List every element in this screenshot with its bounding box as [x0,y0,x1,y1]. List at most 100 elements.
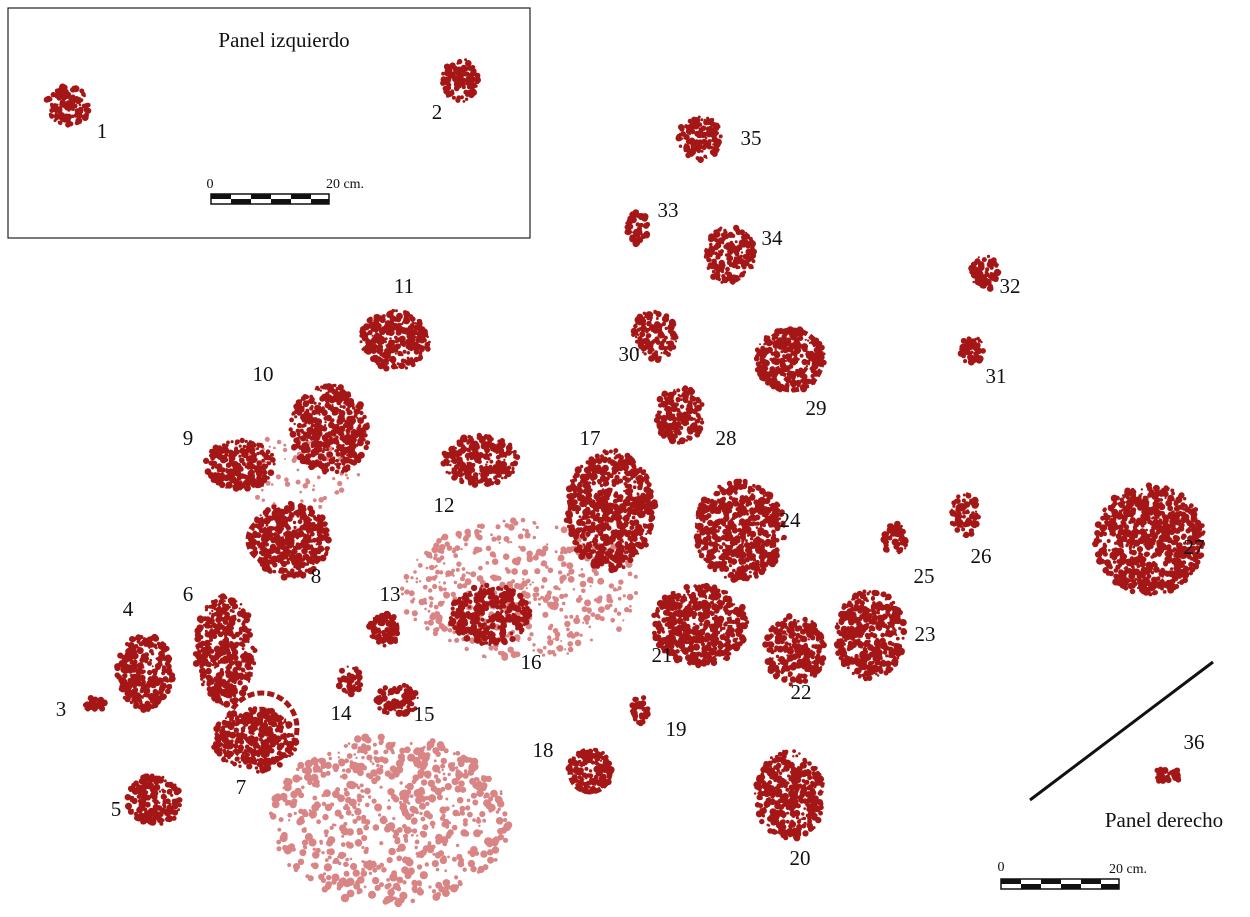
pigment-speck [444,869,447,872]
pigment-speck [309,509,315,515]
pigment-speck [303,809,307,813]
pigment-speck [388,346,390,348]
pigment-speck [496,524,501,529]
pigment-speck [340,483,342,485]
pigment-speck [374,804,382,812]
pigment-speck [420,871,428,879]
pigment-speck [361,835,367,841]
pigment-speck [473,551,477,555]
pigment-speck [288,819,290,821]
pigment-speck [491,838,499,846]
pigment-speck [452,575,454,577]
pigment-speck [210,655,215,660]
pigment-speck [313,515,317,519]
pigment-speck [406,790,411,795]
pigment-speck [330,826,334,830]
pigment-speck [232,655,235,658]
pigment-speck [566,652,569,655]
pigment-speck [448,471,451,474]
pigment-speck [441,758,447,764]
pigment-speck [456,95,461,100]
pigment-speck [234,675,240,681]
pigment-speck [500,790,503,793]
pigment-speck [391,751,395,755]
pigment-speck [227,484,232,489]
pigment-speck [367,347,371,351]
pigment-speck [472,800,478,806]
pigment-speck [163,805,167,809]
pigment-speck [300,514,306,520]
pigment-speck [279,817,284,822]
pigment-speck [507,448,511,452]
pigment-speck [280,716,284,720]
pigment-speck [398,337,403,342]
pigment-speck [290,752,294,756]
pigment-speck [170,794,173,797]
pigment-speck [477,575,484,582]
pigment-speck [450,460,452,462]
pigment-speck [291,802,294,805]
pigment-speck [329,757,332,760]
pigment-speck [215,476,222,483]
pigment-speck [244,657,250,663]
pigment-speck [232,762,237,767]
pigment-speck [347,842,354,849]
pigment-speck [283,779,289,785]
pigment-speck [172,799,176,803]
pigment-speck [498,468,504,474]
pigment-speck [250,725,257,732]
pigment-speck [299,491,302,494]
pigment-speck [219,726,221,728]
pigment-speck [455,786,459,790]
pigment-speck [117,667,120,670]
pigment-speck [519,598,525,604]
pigment-speck [418,751,426,759]
pigment-speck [332,790,340,798]
pigment-speck [144,660,148,664]
pigment-speck [372,335,374,337]
pigment-speck [546,543,548,545]
pigment-speck [357,797,362,802]
pigment-speck [542,545,548,551]
pigment-speck [239,690,245,696]
pigment-speck [261,751,268,758]
pigment-speck [399,892,407,900]
pigment-speck [324,863,332,871]
pigment-speck [205,468,212,475]
pigment-speck [424,601,428,605]
pigment-speck [445,594,448,597]
pigment-speck [415,846,418,849]
pigment-speck [522,528,525,531]
pigment-speck [60,102,65,107]
pigment-speck [402,810,409,817]
pigment-speck [222,651,226,655]
pigment-speck [399,748,405,754]
pigment-speck [493,639,500,646]
pigment-speck [216,750,222,756]
pigment-speck [357,408,361,412]
pigment-speck [153,668,158,673]
pigment-speck [582,622,584,624]
pigment-speck [443,879,450,886]
pigment-speck [489,616,496,623]
pigment-speck [325,881,332,888]
pigment-speck [417,697,419,699]
pigment-speck [222,749,226,753]
pigment-speck [149,685,152,688]
pigment-speck [351,814,354,817]
pigment-speck [304,458,311,465]
pigment-speck [475,85,478,88]
pigment-speck [435,788,443,796]
pigment-speck [284,477,289,482]
pigment-speck [339,487,344,492]
pigment-speck [422,824,428,830]
pigment-speck [489,645,494,650]
pigment-speck [177,798,182,803]
pigment-speck [196,629,199,632]
pigment-speck [253,748,257,752]
pigment-speck [523,623,526,626]
pigment-speck [511,568,518,575]
pigment-speck [609,583,614,588]
pigment-speck [475,456,480,461]
pigment-speck [455,614,460,619]
